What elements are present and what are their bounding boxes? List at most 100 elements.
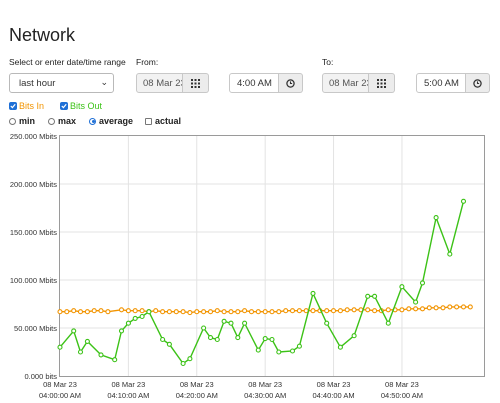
series-point-1: [58, 345, 62, 349]
y-tick-label: 200.000 Mbits: [10, 180, 57, 189]
series-point-0: [229, 310, 233, 314]
series-point-1: [311, 291, 315, 295]
series-point-0: [133, 309, 137, 313]
series-point-1: [277, 350, 281, 354]
series-point-0: [345, 308, 349, 312]
y-tick-label: 250.000 Mbits: [10, 132, 57, 141]
series-line-1: [60, 201, 464, 363]
series-point-0: [167, 310, 171, 314]
series-point-0: [332, 309, 336, 313]
series-point-0: [188, 311, 192, 315]
series-point-0: [407, 307, 411, 311]
series-point-1: [99, 353, 103, 357]
series-point-0: [79, 310, 83, 314]
series-point-0: [126, 309, 130, 313]
series-point-1: [434, 216, 438, 220]
series-point-0: [195, 310, 199, 314]
series-point-0: [448, 305, 452, 309]
series-point-0: [181, 310, 185, 314]
series-point-0: [284, 309, 288, 313]
series-point-0: [291, 309, 295, 313]
series-point-0: [325, 309, 329, 313]
series-point-0: [263, 310, 267, 314]
series-point-0: [277, 310, 281, 314]
series-point-0: [85, 310, 89, 314]
y-tick-label: 150.000 Mbits: [10, 228, 57, 237]
series-point-1: [373, 294, 377, 298]
series-point-0: [222, 310, 226, 314]
series-point-1: [126, 321, 130, 325]
series-point-0: [366, 308, 370, 312]
series-point-0: [174, 310, 178, 314]
series-point-1: [291, 349, 295, 353]
series-point-0: [236, 310, 240, 314]
series-point-0: [434, 306, 438, 310]
series-point-0: [243, 309, 247, 313]
series-point-1: [140, 315, 144, 319]
series-point-0: [209, 310, 213, 314]
series-point-1: [366, 294, 370, 298]
series-point-1: [414, 300, 418, 304]
series-point-1: [222, 319, 226, 323]
series-point-1: [270, 338, 274, 342]
series-point-0: [441, 306, 445, 310]
series-point-0: [421, 307, 425, 311]
series-point-1: [167, 342, 171, 346]
x-tick-label-time: 04:50:00 AM: [381, 391, 423, 400]
series-point-0: [92, 309, 96, 313]
series-point-0: [256, 310, 260, 314]
series-point-0: [400, 308, 404, 312]
series-point-1: [188, 357, 192, 361]
series-point-1: [462, 199, 466, 203]
series-point-0: [373, 309, 377, 313]
series-point-0: [414, 307, 418, 311]
series-point-1: [263, 337, 267, 341]
series-point-0: [468, 305, 472, 309]
series-point-1: [72, 329, 76, 333]
series-point-0: [297, 309, 301, 313]
series-point-1: [113, 358, 117, 362]
series-point-1: [352, 334, 356, 338]
y-tick-label: 50.000 Mbits: [14, 324, 57, 333]
series-point-1: [161, 338, 165, 342]
series-point-1: [181, 362, 185, 366]
x-tick-label-date: 08 Mar 23: [317, 380, 351, 389]
series-point-0: [58, 310, 62, 314]
series-point-0: [99, 309, 103, 313]
series-point-0: [427, 306, 431, 310]
series-point-1: [297, 344, 301, 348]
x-tick-label-time: 04:20:00 AM: [176, 391, 218, 400]
series-point-1: [421, 281, 425, 285]
series-point-1: [209, 336, 213, 340]
series-point-0: [270, 310, 274, 314]
x-tick-label-date: 08 Mar 23: [180, 380, 214, 389]
series-point-0: [65, 310, 69, 314]
series-point-1: [229, 321, 233, 325]
series-point-0: [161, 310, 165, 314]
series-point-1: [338, 345, 342, 349]
series-point-1: [236, 336, 240, 340]
series-point-0: [338, 309, 342, 313]
series-point-0: [352, 308, 356, 312]
series-point-0: [154, 309, 158, 313]
series-point-1: [79, 350, 83, 354]
x-tick-label-time: 04:10:00 AM: [107, 391, 149, 400]
series-point-0: [250, 310, 254, 314]
series-point-0: [72, 309, 76, 313]
series-point-0: [462, 305, 466, 309]
series-point-0: [455, 305, 459, 309]
series-point-0: [106, 310, 110, 314]
series-point-1: [215, 338, 219, 342]
series-point-1: [120, 329, 124, 333]
x-tick-label-date: 08 Mar 23: [43, 380, 77, 389]
series-point-1: [400, 285, 404, 289]
series-point-1: [147, 310, 151, 314]
x-tick-label-date: 08 Mar 23: [248, 380, 282, 389]
series-point-0: [311, 309, 315, 313]
series-point-0: [120, 308, 124, 312]
series-point-1: [325, 321, 329, 325]
x-tick-label-time: 04:00:00 AM: [39, 391, 81, 400]
series-point-0: [202, 310, 206, 314]
series-point-0: [386, 308, 390, 312]
